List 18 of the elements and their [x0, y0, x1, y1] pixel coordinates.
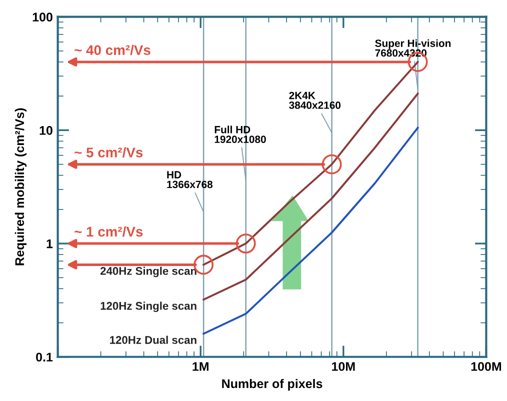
- annotation: ~ 40 cm²/Vs: [74, 44, 150, 56]
- y-axis-title: Required mobility (cm²/Vs): [14, 108, 27, 266]
- y-tick-label: 1: [46, 239, 53, 248]
- x-axis-title: Number of pixels: [222, 378, 322, 391]
- series-label: 120Hz Dual scan: [110, 336, 196, 344]
- y-tick-label: 0.1: [36, 352, 53, 362]
- y-tick-label: 100: [32, 12, 52, 22]
- ref-line-label: Full HD 1920x1080: [214, 126, 266, 144]
- x-tick-label: 100M: [471, 362, 502, 371]
- x-tick-label: 1M: [192, 362, 208, 371]
- annotation: ~ 5 cm²/Vs: [74, 147, 143, 158]
- series-label: 120Hz Single scan: [100, 302, 196, 312]
- series-label: 240Hz Single scan: [100, 266, 196, 278]
- annotation: ~ 1 cm²/Vs: [74, 226, 143, 237]
- ref-line-label: HD 1366x768: [167, 171, 213, 188]
- y-tick-label: 10: [40, 126, 52, 135]
- ref-line-label: 2K4K 3840x2160: [289, 92, 341, 109]
- x-tick-label: 10M: [332, 362, 355, 371]
